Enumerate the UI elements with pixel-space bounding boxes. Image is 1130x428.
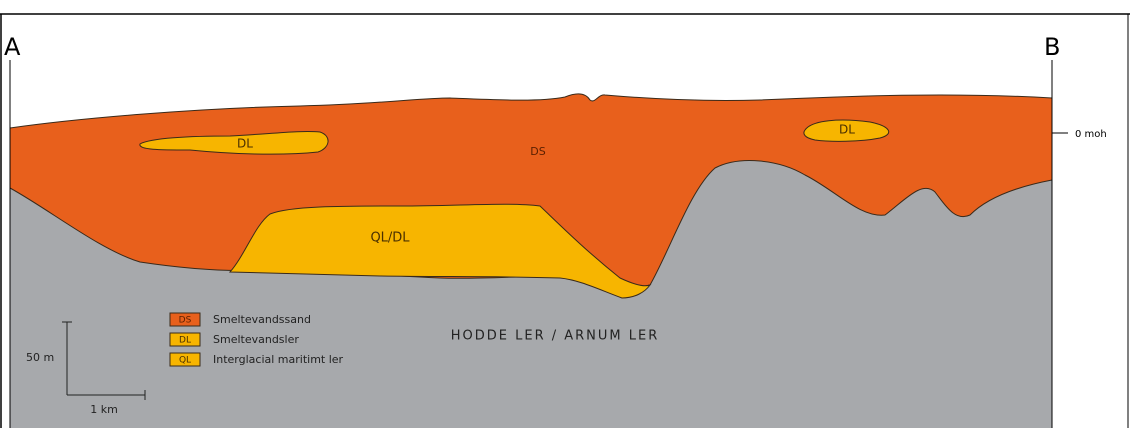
label-a: A (4, 33, 21, 61)
legend-swatch (169, 332, 201, 347)
qldl-label: QL/DL (370, 231, 410, 246)
legend-code: QL (179, 356, 191, 366)
dl-lens-left (139, 130, 329, 155)
legend-label: Smeltevandsler (213, 333, 299, 346)
dl-right-label: DL (839, 123, 855, 137)
base-label: HODDE LER / ARNUM LER (451, 329, 660, 344)
legend-swatch (169, 352, 201, 367)
scale-vertical-label: 50 m (26, 351, 54, 364)
ds-label: DS (530, 145, 545, 158)
datum-label: 0 moh (1075, 129, 1107, 140)
legend-label: Smeltevandssand (213, 313, 311, 326)
qldl-layer (228, 203, 652, 299)
label-b: B (1044, 33, 1060, 61)
scale-horizontal-label: 1 km (90, 403, 118, 416)
legend-code: DL (179, 336, 191, 346)
dl-lens-right (803, 119, 890, 142)
legend-label: Interglacial maritimt ler (213, 353, 344, 366)
legend-code: DS (179, 316, 192, 326)
dl-left-label: DL (237, 137, 253, 151)
legend-swatch (169, 312, 201, 327)
